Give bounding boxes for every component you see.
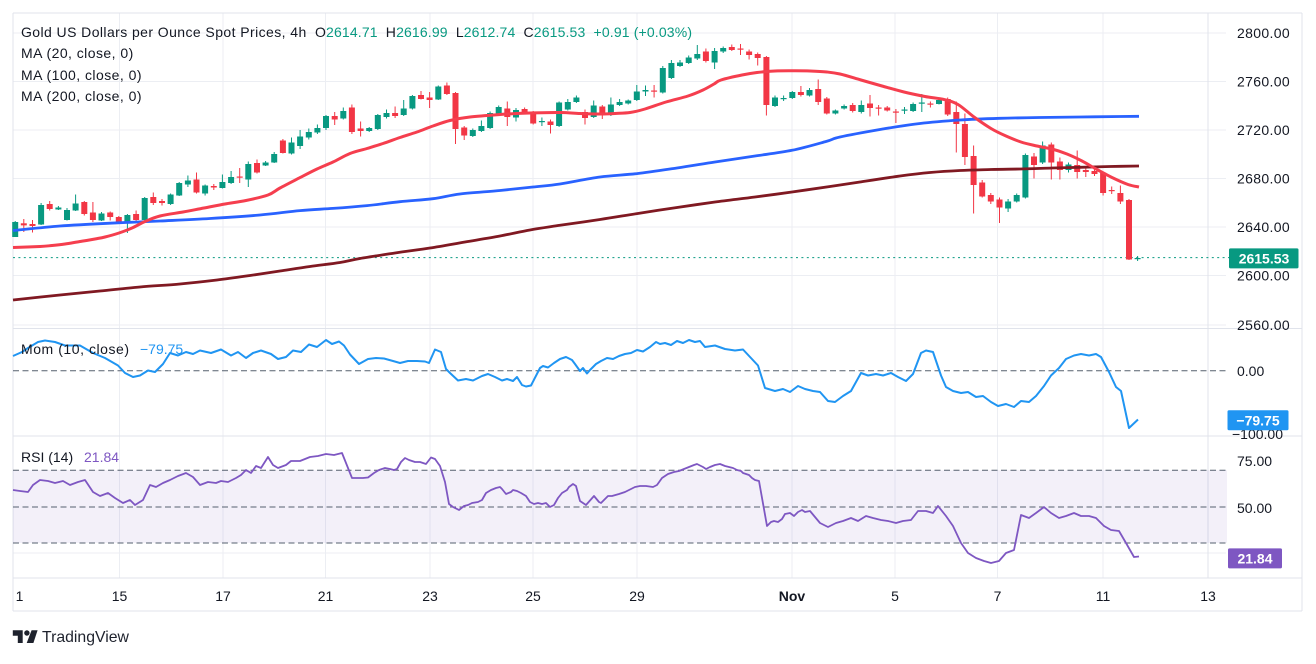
svg-text:75.00: 75.00 (1237, 453, 1272, 469)
svg-text:MA (20, close, 0): MA (20, close, 0) (21, 45, 134, 61)
svg-text:Gold US Dollars per Ounce Spot: Gold US Dollars per Ounce Spot Prices, 4… (21, 24, 307, 40)
svg-text:13: 13 (1200, 588, 1216, 604)
svg-text:21: 21 (318, 588, 334, 604)
svg-text:25: 25 (525, 588, 541, 604)
svg-text:O2614.71 H2616.99 L2612.74: O2614.71 H2616.99 L2612.74 C2615.53 +0.9… (315, 24, 692, 40)
svg-text:Nov: Nov (779, 588, 806, 604)
svg-text:2600.00: 2600.00 (1237, 268, 1290, 284)
svg-text:TradingView: TradingView (42, 629, 130, 646)
svg-text:1: 1 (16, 588, 24, 604)
svg-text:2800.00: 2800.00 (1237, 25, 1290, 41)
svg-text:2720.00: 2720.00 (1237, 122, 1290, 138)
svg-text:Mom (10, close): Mom (10, close) (21, 341, 130, 357)
svg-text:23: 23 (422, 588, 438, 604)
svg-text:17: 17 (215, 588, 231, 604)
svg-text:21.84: 21.84 (84, 449, 119, 465)
svg-text:7: 7 (994, 588, 1002, 604)
svg-text:RSI (14): RSI (14) (21, 449, 73, 465)
svg-text:5: 5 (891, 588, 899, 604)
svg-text:−79.75: −79.75 (140, 341, 183, 357)
svg-text:2680.00: 2680.00 (1237, 171, 1290, 187)
svg-text:MA (200, close, 0): MA (200, close, 0) (21, 88, 142, 104)
svg-text:29: 29 (629, 588, 645, 604)
svg-text:11: 11 (1096, 588, 1111, 604)
svg-text:50.00: 50.00 (1237, 500, 1272, 516)
svg-text:2760.00: 2760.00 (1237, 74, 1290, 90)
svg-text:MA (100, close, 0): MA (100, close, 0) (21, 67, 142, 83)
svg-text:2640.00: 2640.00 (1237, 219, 1290, 235)
svg-text:2560.00: 2560.00 (1237, 317, 1290, 333)
svg-text:15: 15 (112, 588, 128, 604)
svg-text:2615.53: 2615.53 (1239, 250, 1290, 266)
svg-text:21.84: 21.84 (1237, 550, 1272, 566)
svg-text:−79.75: −79.75 (1236, 412, 1279, 428)
svg-text:0.00: 0.00 (1237, 363, 1264, 379)
